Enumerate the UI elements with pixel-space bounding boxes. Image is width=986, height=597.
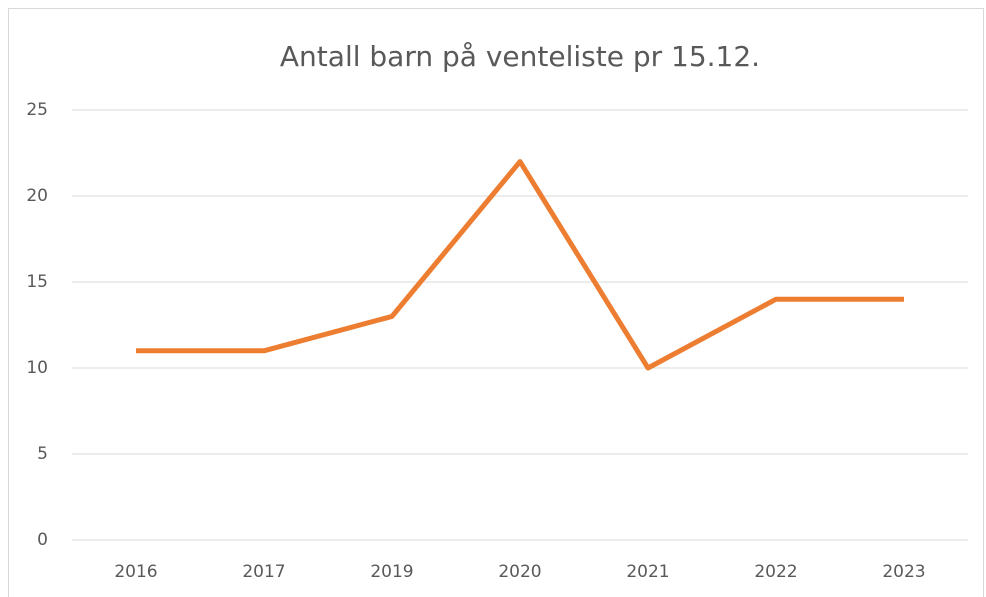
y-tick-label: 25 [26,100,48,120]
y-tick-label: 20 [26,186,48,206]
y-tick-label: 15 [26,272,48,292]
x-tick-label: 2016 [114,562,157,582]
x-tick-label: 2020 [498,562,541,582]
data-line [136,159,904,371]
x-tick-label: 2017 [242,562,285,582]
chart-frame [8,8,984,597]
x-tick-label: 2021 [626,562,669,582]
x-tick-label: 2023 [882,562,925,582]
y-tick-label: 5 [37,444,48,464]
x-tick-label: 2019 [370,562,413,582]
x-tick-label: 2022 [754,562,797,582]
chart-title: Antall barn på venteliste pr 15.12. [280,40,760,73]
y-tick-label: 0 [37,530,48,550]
y-tick-label: 10 [26,358,48,378]
